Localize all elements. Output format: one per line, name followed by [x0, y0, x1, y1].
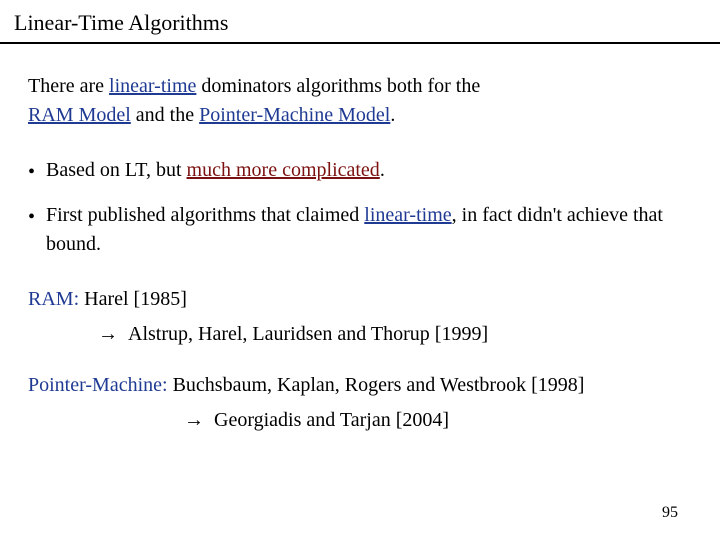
intro-linear-time: linear-time	[109, 75, 196, 97]
slide-title: Linear-Time Algorithms	[0, 0, 720, 44]
bullet1-a: Based on LT, but	[46, 159, 187, 181]
intro-text-7: .	[390, 104, 395, 126]
bullet-text-1: Based on LT, but much more complicated.	[46, 156, 692, 187]
references-block: RAM: Harel [1985] → Alstrup, Harel, Laur…	[28, 285, 692, 435]
slide-content: There are linear-time dominators algorit…	[0, 72, 720, 435]
arrow-right-icon: →	[184, 406, 204, 435]
bullet-item-2: • First published algorithms that claime…	[28, 201, 692, 259]
pm-label: Pointer-Machine:	[28, 374, 168, 396]
intro-pointer-machine-model: Pointer-Machine Model	[199, 104, 390, 126]
intro-paragraph: There are linear-time dominators algorit…	[28, 72, 692, 130]
arrow-right-icon: →	[98, 320, 118, 349]
bullet1-complicated: much more complicated	[187, 159, 380, 181]
bullet1-c: .	[380, 159, 385, 181]
intro-ram-model: RAM Model	[28, 104, 131, 126]
ram-label: RAM:	[28, 288, 79, 310]
pm-text: Buchsbaum, Kaplan, Rogers and Westbrook …	[168, 374, 585, 396]
intro-text-3: dominators algorithms both for the	[196, 75, 480, 97]
ram-ref-line: RAM: Harel [1985]	[28, 285, 692, 314]
pm-ref-line: Pointer-Machine: Buchsbaum, Kaplan, Roge…	[28, 371, 692, 400]
bullet-list: • Based on LT, but much more complicated…	[28, 156, 692, 259]
intro-text-5: and the	[131, 104, 199, 126]
bullet2-linear-time: linear-time	[364, 204, 451, 226]
intro-text-1: There are	[28, 75, 109, 97]
bullet-text-2: First published algorithms that claimed …	[46, 201, 692, 259]
bullet2-a: First published algorithms that claimed	[46, 204, 364, 226]
bullet-dot-icon: •	[28, 201, 46, 259]
ram-text: Harel [1985]	[79, 288, 187, 310]
page-number: 95	[662, 504, 678, 522]
bullet-item-1: • Based on LT, but much more complicated…	[28, 156, 692, 187]
ram-arrow-line: → Alstrup, Harel, Lauridsen and Thorup […	[28, 320, 692, 349]
pm-arrow-line: → Georgiadis and Tarjan [2004]	[28, 406, 692, 435]
bullet-dot-icon: •	[28, 156, 46, 187]
ram-arrow-text: Alstrup, Harel, Lauridsen and Thorup [19…	[128, 320, 488, 349]
pm-arrow-text: Georgiadis and Tarjan [2004]	[214, 406, 449, 435]
